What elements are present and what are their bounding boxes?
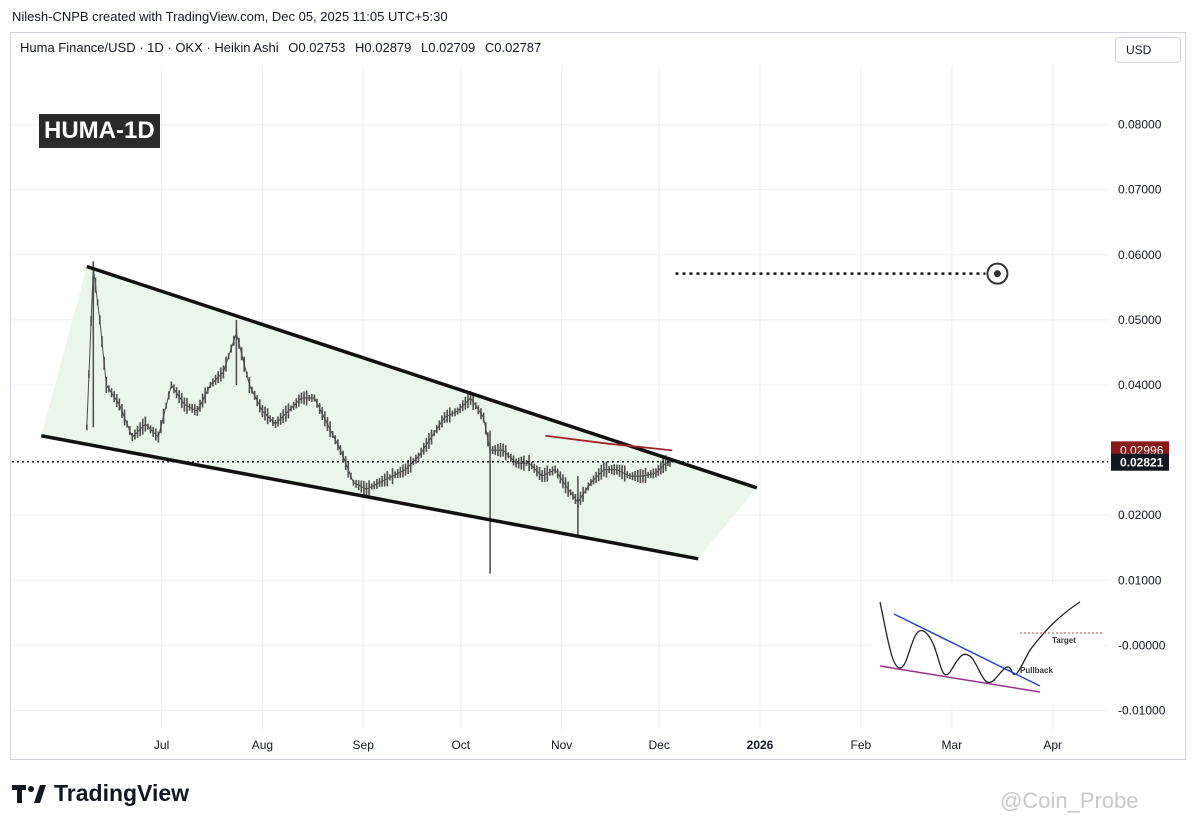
inset-upper-line [893, 613, 1041, 687]
current-price-label: 0.02821 [1120, 456, 1164, 470]
y-tick-label: 0.01000 [1118, 573, 1162, 587]
coin-probe-watermark: @Coin_Probe [1000, 788, 1139, 813]
x-tick-label: Nov [551, 738, 572, 752]
lower-trendline [40, 434, 699, 561]
current-price-label-bg [1111, 453, 1169, 471]
inset-pullback-label: Pullback [1020, 666, 1053, 675]
currency-selector[interactable]: USD [1115, 37, 1181, 63]
inset-lower-line [879, 665, 1041, 693]
symbol-line: Huma Finance/USD · 1D · OKX · Heikin Ash… [20, 40, 279, 55]
ohlc-open: O0.02753 [288, 40, 346, 55]
y-tick-label: 0.08000 [1118, 118, 1162, 132]
inset-price-curve [879, 601, 1081, 683]
symbol-badge: HUMA-1D [39, 114, 160, 148]
tradingview-brand: TradingView [54, 780, 190, 806]
ohlc-low: L0.02709 [421, 40, 476, 55]
y-tick-label: 0.07000 [1118, 183, 1162, 197]
y-tick-label: 0.04000 [1118, 378, 1162, 392]
x-tick-label: Sep [353, 738, 375, 752]
x-tick-label: Aug [252, 738, 273, 752]
tradingview-logo[interactable]: TradingView [12, 780, 189, 807]
x-tick-label: Dec [649, 738, 670, 752]
y-tick-label: 0.06000 [1118, 248, 1162, 262]
x-tick-label: 2026 [747, 738, 774, 752]
tradingview-logo-icon [12, 784, 46, 803]
ohlc-close: C0.02787 [484, 40, 542, 55]
target-marker-dot [993, 270, 1001, 278]
moving-average-line [545, 434, 673, 452]
x-tick-label: Jul [154, 738, 169, 752]
x-tick-label: Mar [942, 738, 963, 752]
ma-price-label-bg [1111, 441, 1169, 458]
x-tick-label: Oct [451, 738, 470, 752]
inset-target-label: Target [1052, 636, 1076, 645]
attribution-text: Nilesh-CNPB created with TradingView.com… [12, 9, 448, 24]
upper-trendline [86, 264, 758, 490]
y-tick-label: 0.02000 [1118, 508, 1162, 522]
y-tick-label: 0.05000 [1118, 313, 1162, 327]
symbol-legend: Huma Finance/USD · 1D · OKX · Heikin Ash… [20, 40, 547, 55]
y-tick-label: -0.00000 [1118, 638, 1166, 652]
x-tick-label: Apr [1043, 738, 1062, 752]
x-tick-label: Feb [850, 738, 871, 752]
y-tick-label: -0.01000 [1118, 703, 1166, 717]
ohlc-high: H0.02879 [355, 40, 412, 55]
chart-frame [10, 32, 1186, 760]
